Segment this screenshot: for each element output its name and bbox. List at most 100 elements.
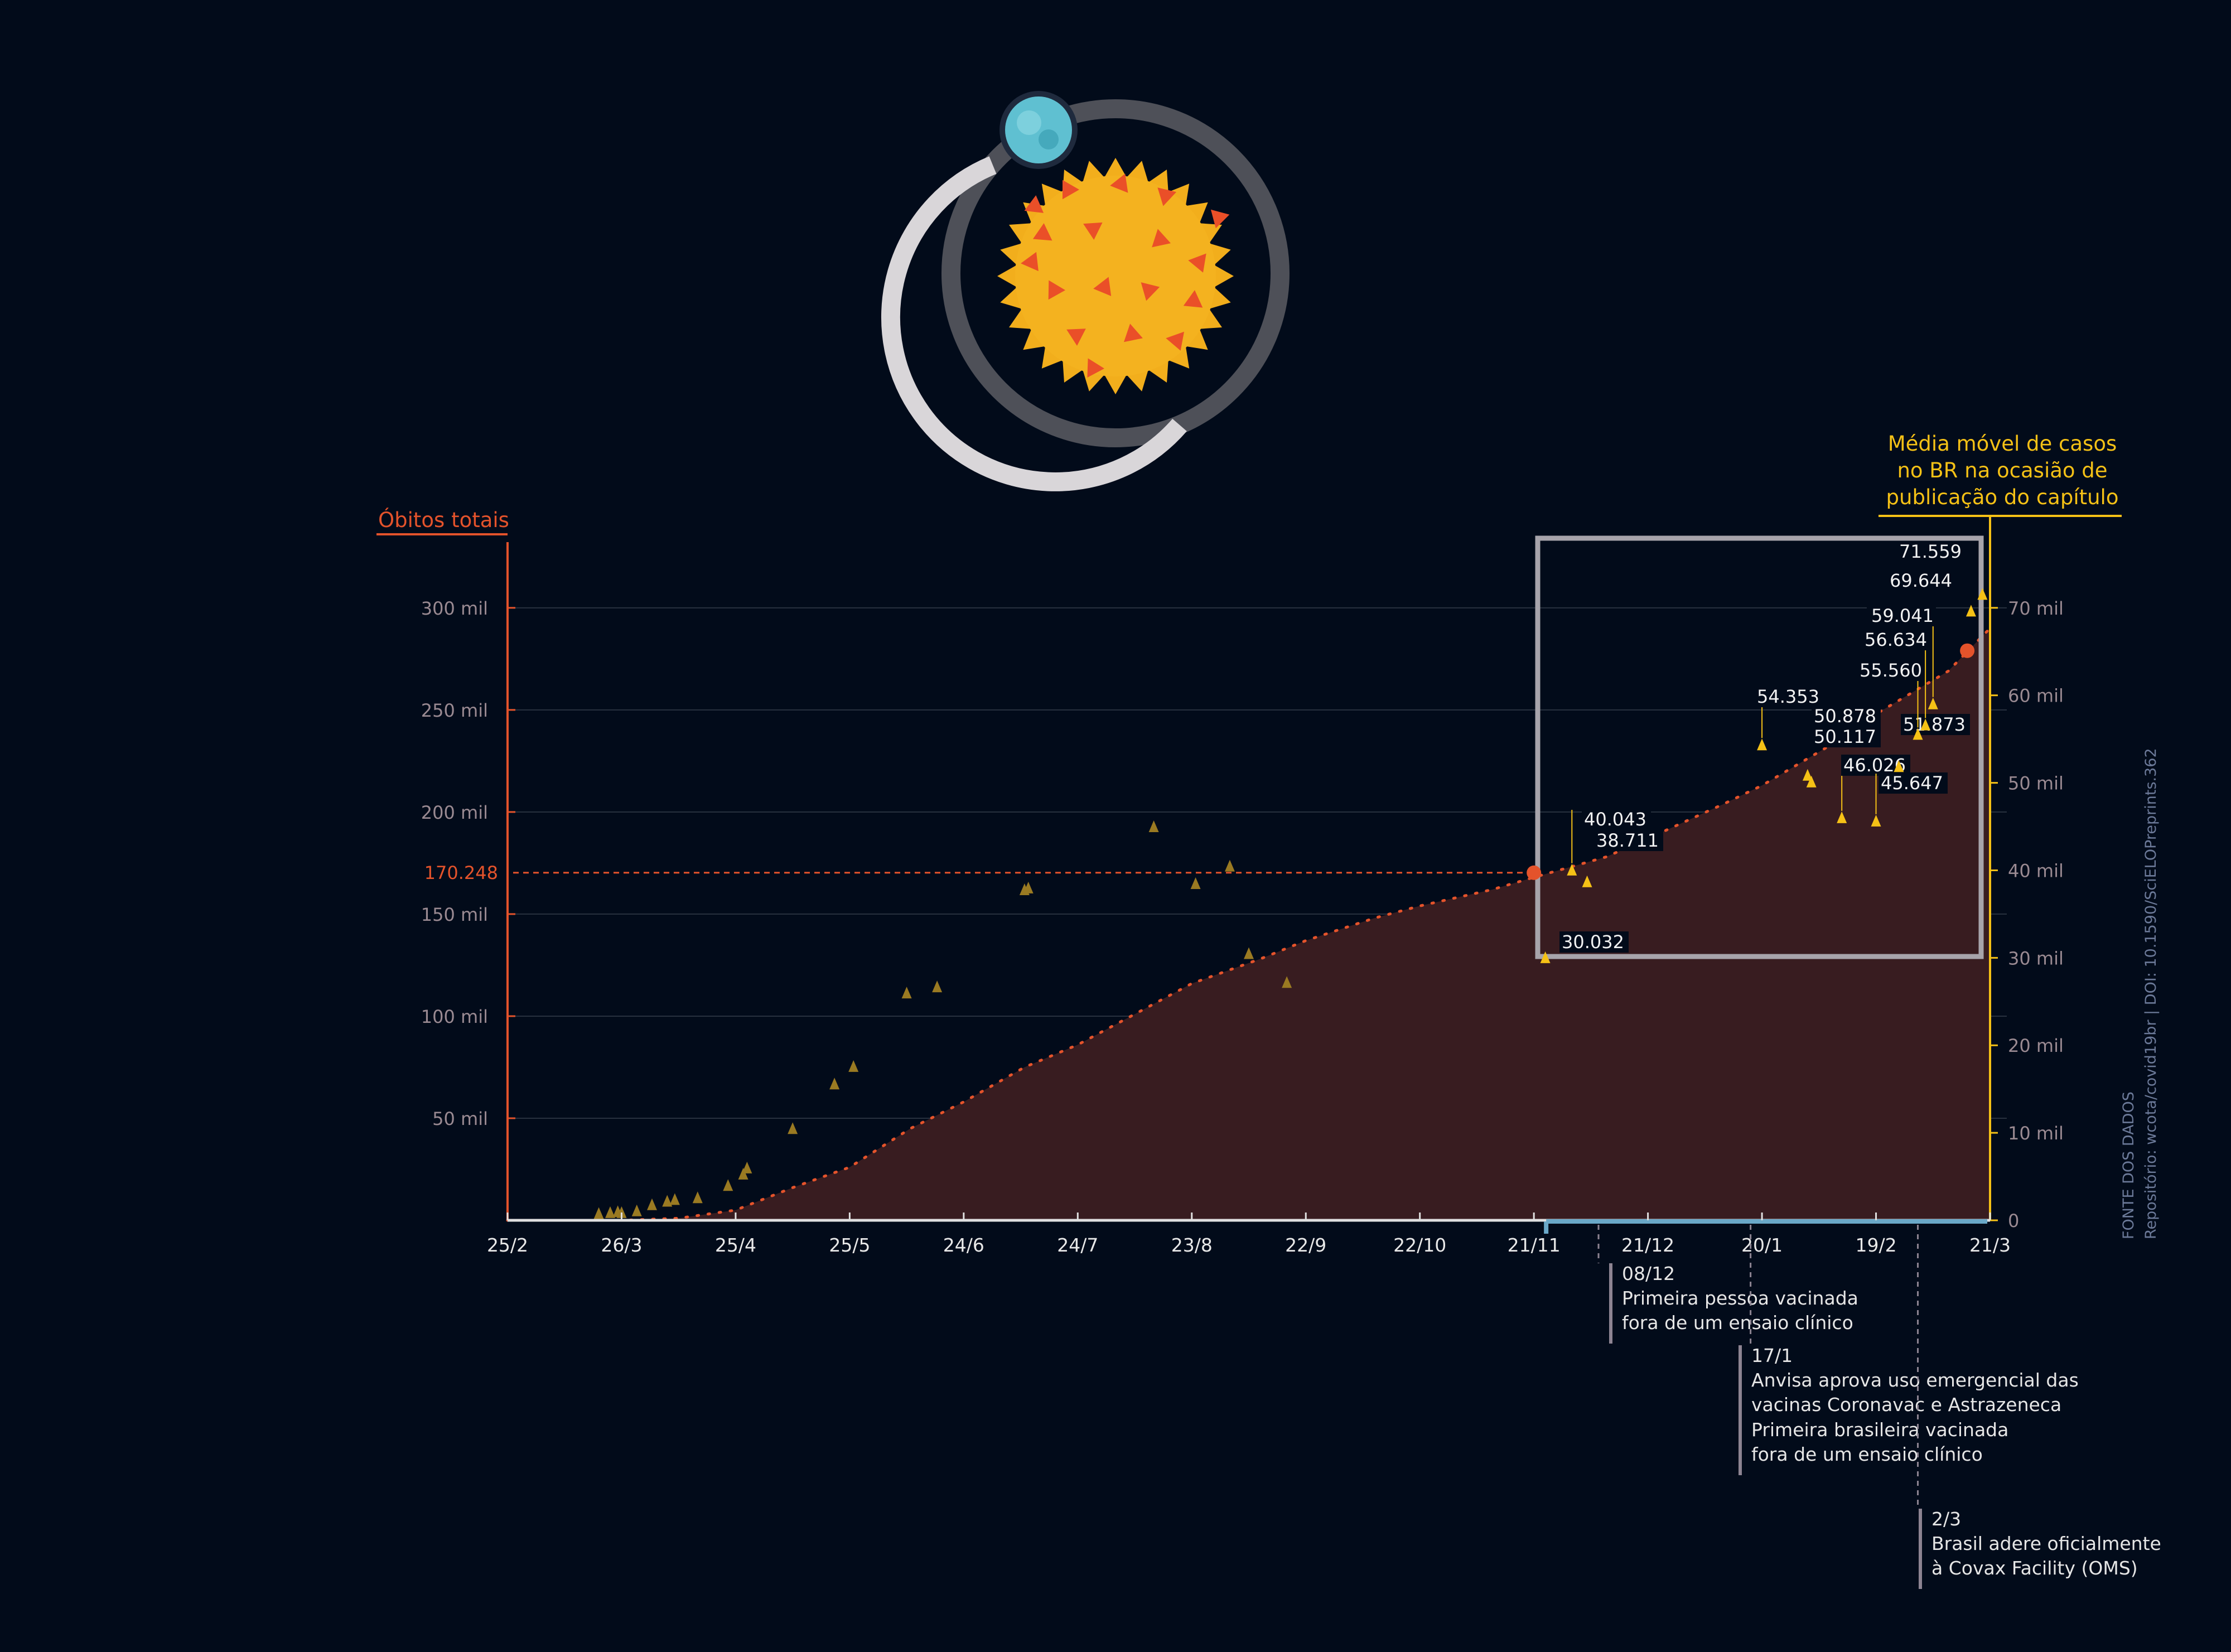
case-point bbox=[646, 1198, 657, 1210]
case-label-bg bbox=[1895, 541, 1964, 562]
right-tick-label: 70 mil bbox=[2008, 598, 2064, 619]
right-tick-label: 60 mil bbox=[2008, 685, 2064, 707]
case-point bbox=[1871, 814, 1881, 827]
case-label: 40.043 bbox=[1584, 809, 1646, 830]
virus-icon bbox=[997, 158, 1234, 394]
x-tick-label: 25/5 bbox=[829, 1234, 870, 1256]
case-point bbox=[1966, 605, 1976, 617]
event-text: fora de um ensaio clínico bbox=[1751, 1443, 1983, 1465]
case-point bbox=[1894, 760, 1904, 772]
right-tick-label: 50 mil bbox=[2008, 773, 2064, 794]
highlight-box bbox=[1535, 535, 1984, 959]
event-text: Primeira pessoa vacinada bbox=[1622, 1287, 1858, 1309]
x-tick-label: 21/3 bbox=[1969, 1234, 2011, 1256]
case-point bbox=[605, 1206, 616, 1218]
orbit-ring-dark bbox=[941, 99, 1290, 447]
case-point bbox=[932, 980, 943, 993]
source-heading: FONTE DOS DADOS bbox=[2120, 1091, 2137, 1239]
case-point bbox=[1977, 588, 1988, 600]
case-label-bg bbox=[1812, 726, 1881, 747]
case-point bbox=[848, 1060, 859, 1072]
case-label: 51.873 bbox=[1903, 714, 1966, 735]
event-text: Anvisa aprova uso emergencial das bbox=[1751, 1369, 2079, 1391]
case-label-bg bbox=[1860, 629, 1929, 650]
case-label-bg bbox=[1867, 605, 1936, 626]
event-text: vacinas Coronavac e Astrazeneca bbox=[1751, 1394, 2061, 1416]
event-date: 2/3 bbox=[1931, 1508, 1961, 1530]
deaths-markers bbox=[1527, 643, 1975, 880]
source-note: FONTE DOS DADOS Repositório: wcota/covid… bbox=[2120, 748, 2160, 1239]
case-point bbox=[1920, 718, 1931, 731]
event-text: Primeira brasileira vacinada bbox=[1751, 1419, 2008, 1441]
earth-icon bbox=[999, 91, 1078, 169]
left-axis-title: Óbitos totais bbox=[378, 508, 509, 532]
left-tick-label: 150 mil bbox=[421, 904, 488, 925]
x-tick-label: 22/9 bbox=[1285, 1234, 1326, 1256]
case-label: 38.711 bbox=[1596, 830, 1659, 851]
event-date: 17/1 bbox=[1751, 1345, 1793, 1366]
case-label: 30.032 bbox=[1562, 931, 1624, 953]
right-tick-label: 0 bbox=[2008, 1210, 2019, 1231]
case-point bbox=[788, 1122, 798, 1134]
x-tick-label: 26/3 bbox=[601, 1234, 642, 1256]
deaths-area bbox=[506, 626, 1992, 1222]
event-text: à Covax Facility (OMS) bbox=[1931, 1557, 2138, 1579]
case-point bbox=[1148, 820, 1159, 833]
case-point bbox=[742, 1161, 752, 1173]
right-axis-title-line: publicação do capítulo bbox=[1886, 485, 2119, 509]
x-tick-label: 21/12 bbox=[1621, 1234, 1674, 1256]
x-tick-label: 20/1 bbox=[1741, 1234, 1783, 1256]
case-point bbox=[1190, 877, 1201, 889]
x-tick-label: 24/6 bbox=[943, 1234, 984, 1256]
left-tick-label: 200 mil bbox=[421, 802, 488, 823]
x-tick-label: 24/7 bbox=[1057, 1234, 1098, 1256]
right-tick-label: 40 mil bbox=[2008, 860, 2064, 881]
case-point bbox=[901, 987, 912, 999]
case-label: 55.560 bbox=[1860, 660, 1922, 681]
deaths-area-fill bbox=[508, 628, 1990, 1220]
case-point bbox=[669, 1193, 680, 1205]
case-point bbox=[692, 1191, 703, 1204]
virus-earth-illustration bbox=[881, 91, 1290, 491]
case-point bbox=[829, 1078, 840, 1090]
source-text: Repositório: wcota/covid19br | DOI: 10.1… bbox=[2142, 748, 2160, 1239]
case-point bbox=[1757, 738, 1768, 751]
case-label-bg bbox=[1755, 686, 1824, 707]
case-label: 46.026 bbox=[1843, 755, 1906, 776]
x-tick-label: 23/8 bbox=[1171, 1234, 1213, 1256]
left-tick-label: 50 mil bbox=[432, 1108, 488, 1129]
reference-label: 170.248 bbox=[424, 862, 498, 883]
case-label: 50.117 bbox=[1814, 726, 1876, 747]
case-label-bg bbox=[1901, 714, 1970, 735]
case-point bbox=[616, 1206, 627, 1218]
case-point bbox=[1567, 863, 1577, 876]
deaths-marker bbox=[1960, 643, 1975, 658]
event-text: Brasil adere oficialmente bbox=[1931, 1533, 2161, 1554]
right-axis-title-line: Média móvel de casos bbox=[1888, 432, 2117, 456]
case-label-bg bbox=[1885, 570, 1954, 591]
axes: Óbitos totais 50 mil 100 mil 150 mil 200 mil… bbox=[376, 432, 2122, 1256]
case-point bbox=[1244, 947, 1254, 959]
left-tick-label: 100 mil bbox=[421, 1006, 488, 1027]
event-date: 08/12 bbox=[1622, 1263, 1675, 1284]
reference-line-170248: 170.248 bbox=[424, 862, 1534, 883]
case-point bbox=[1806, 775, 1817, 788]
x-tick-label: 25/2 bbox=[487, 1234, 528, 1256]
case-point bbox=[723, 1179, 733, 1191]
case-point bbox=[1224, 859, 1235, 872]
case-label: 50.878 bbox=[1814, 706, 1876, 727]
case-label: 59.041 bbox=[1871, 605, 1934, 626]
case-label-bg bbox=[1582, 809, 1651, 830]
x-tick-label: 22/10 bbox=[1393, 1234, 1446, 1256]
case-label: 69.644 bbox=[1890, 570, 1952, 591]
case-label: 71.559 bbox=[1899, 541, 1962, 562]
right-axis-title-line: no BR na ocasião de bbox=[1897, 458, 2107, 482]
case-point bbox=[631, 1204, 642, 1216]
case-point bbox=[662, 1195, 673, 1207]
deaths-marker bbox=[1527, 865, 1542, 880]
case-point bbox=[738, 1167, 749, 1180]
event-text: fora de um ensaio clínico bbox=[1622, 1312, 1853, 1334]
case-point bbox=[1913, 728, 1923, 740]
case-label-bg bbox=[1812, 706, 1881, 727]
